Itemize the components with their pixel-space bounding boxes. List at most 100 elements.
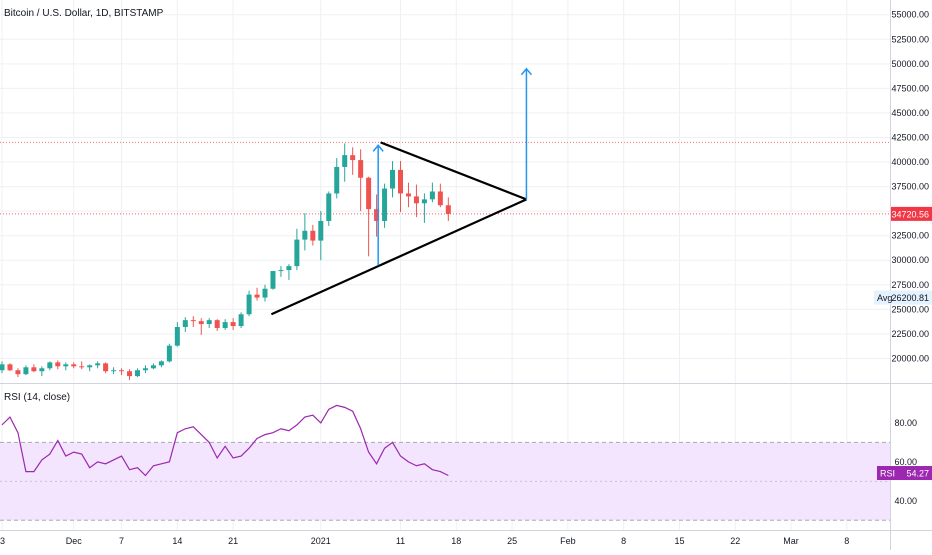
price-tick-label: 55000.00 <box>891 10 929 20</box>
rsi-tick-label: 60.00 <box>894 457 917 467</box>
time-tick-label: 7 <box>119 536 124 546</box>
candle-up <box>262 288 268 298</box>
candle-up <box>134 370 140 377</box>
candle-up <box>47 362 53 369</box>
price-tick-label: 45000.00 <box>891 108 929 118</box>
candle-up <box>39 368 45 372</box>
time-tick-label: 11 <box>396 536 405 546</box>
price-tick-label: 20000.00 <box>891 353 929 363</box>
candle-up <box>318 220 324 241</box>
avg-label: Avg <box>877 293 892 303</box>
candle-up <box>166 345 172 362</box>
candle-up <box>334 166 340 194</box>
time-tick-label: 18 <box>451 536 461 546</box>
price-tick-label: 25000.00 <box>891 304 929 314</box>
axis-badges: 34720.56 Avg 26200.81 RSI 54.27 <box>874 206 932 481</box>
last-price-value: 34720.56 <box>891 209 929 219</box>
price-tick-label: 47500.00 <box>891 83 929 93</box>
rsi-tick-label: 80.00 <box>894 418 917 428</box>
price-tick-label: 40000.00 <box>891 157 929 167</box>
candle-down <box>7 364 13 371</box>
candle-up <box>302 230 308 240</box>
time-tick-label: 8 <box>844 536 849 546</box>
rsi-badge-value: 54.27 <box>906 469 929 479</box>
avg-badge <box>874 290 932 305</box>
rsi-badge-name: RSI <box>880 469 895 479</box>
price-tick-label: 50000.00 <box>891 59 929 69</box>
candle-down <box>71 364 77 367</box>
candle-up <box>246 294 252 315</box>
candle-up <box>206 320 212 325</box>
price-tick-label: 52500.00 <box>891 34 929 44</box>
measure-arrow-head <box>372 144 384 152</box>
candle-up <box>270 271 276 289</box>
candle-up <box>142 368 148 371</box>
candle-down <box>437 191 443 206</box>
rsi-band <box>0 441 890 521</box>
candle-down <box>374 209 380 221</box>
last-price-badge <box>891 206 932 221</box>
avg-value: 26200.81 <box>891 293 929 303</box>
candle-up <box>182 320 188 328</box>
candle-up <box>158 361 164 366</box>
time-tick-label: 2021 <box>311 536 331 546</box>
candle-up <box>63 364 69 367</box>
candle-down <box>254 294 260 298</box>
price-axis[interactable]: 55000.00 52500.00 50000.00 47500.00 45000.00… <box>891 10 929 364</box>
rsi-line <box>1 404 449 477</box>
candle-up <box>286 266 292 271</box>
time-tick-label: Dec <box>66 536 83 546</box>
candles <box>0 143 451 381</box>
price-tick-label: 30000.00 <box>891 255 929 265</box>
candle-down <box>190 320 196 322</box>
candle-up <box>342 155 348 167</box>
price-tick-label: 32500.00 <box>891 231 929 241</box>
candle-down <box>445 205 451 214</box>
candle-down <box>55 362 61 367</box>
time-axis[interactable]: 3 Dec 7 14 21 2021 11 18 25 Feb 8 15 22 Mar 8 <box>0 536 849 546</box>
candle-up <box>23 367 29 375</box>
rsi-axis[interactable]: 80.00 60.00 40.00 <box>894 418 917 506</box>
candle-down <box>15 370 21 375</box>
time-tick-label: 8 <box>621 536 626 546</box>
candle-down <box>398 169 403 194</box>
candle-up <box>294 239 300 267</box>
triangle-lower-trendline <box>270 198 527 316</box>
rsi-legend[interactable]: RSI (14, close) <box>4 392 70 403</box>
candle-down <box>358 160 364 178</box>
candle-up <box>95 363 101 366</box>
triangle-upper-trendline <box>380 141 527 201</box>
drawings <box>270 67 533 316</box>
candle-down <box>405 193 411 197</box>
time-tick-label: 15 <box>674 536 684 546</box>
time-tick-label: Mar <box>783 536 799 546</box>
candle-up <box>111 370 117 372</box>
candle-down <box>103 363 109 372</box>
rsi-line-group <box>1 404 449 477</box>
candle-down <box>31 367 37 372</box>
reference-lines <box>0 141 890 215</box>
candle-down <box>79 366 85 368</box>
candle-down <box>214 320 220 329</box>
candle-up <box>326 193 332 221</box>
candle-up <box>429 191 435 200</box>
candle-up <box>390 169 396 189</box>
candle-up <box>222 322 228 329</box>
symbol-legend[interactable]: Bitcoin / U.S. Dollar, 1D, BITSTAMP <box>4 8 164 19</box>
rsi-band-fill <box>0 442 890 521</box>
candle-up <box>0 364 5 371</box>
price-tick-label: 27500.00 <box>891 280 929 290</box>
price-tick-label: 22500.00 <box>891 329 929 339</box>
candle-down <box>310 230 316 241</box>
candle-up <box>174 327 180 346</box>
candle-up <box>421 199 427 204</box>
time-tick-label: 3 <box>0 536 5 546</box>
candle-down <box>198 321 204 325</box>
candle-up <box>87 365 93 368</box>
candle-up <box>238 314 244 327</box>
candle-down <box>127 371 133 377</box>
price-tick-label: 37500.00 <box>891 182 929 192</box>
candle-down <box>366 177 372 210</box>
